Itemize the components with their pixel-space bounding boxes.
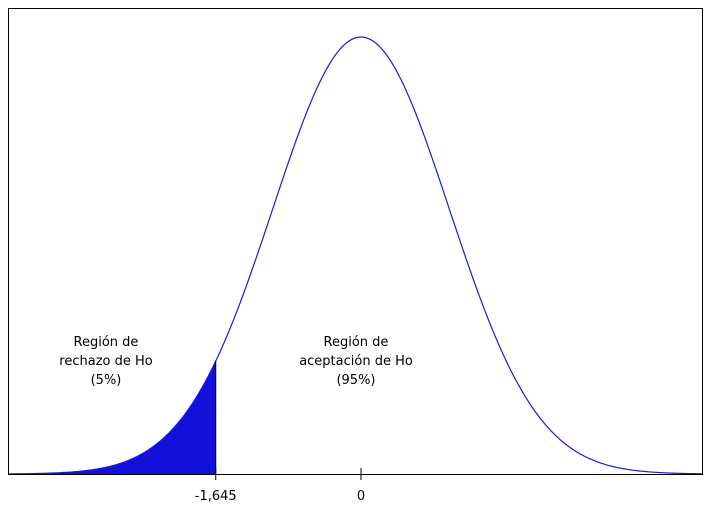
plot-frame [8, 8, 703, 475]
rejection-region-label: rechazo de Ho [59, 354, 152, 369]
acceptance-region-label: aceptación de Ho [299, 354, 413, 369]
rejection-region-area [9, 361, 216, 474]
rejection-region-label: Región de [74, 335, 139, 350]
rejection-region-label: (5%) [91, 373, 122, 388]
acceptance-region-label: Región de [324, 335, 389, 350]
region-labels: Región de rechazo de Ho (5%) Región de acept… [59, 335, 413, 388]
density-curve [8, 36, 703, 475]
acceptance-region-label: (95%) [336, 373, 375, 388]
x-tick-label: 0 [357, 489, 365, 504]
x-axis-ticks: -1,645 0 [195, 468, 365, 504]
x-tick-label: -1,645 [195, 489, 237, 504]
